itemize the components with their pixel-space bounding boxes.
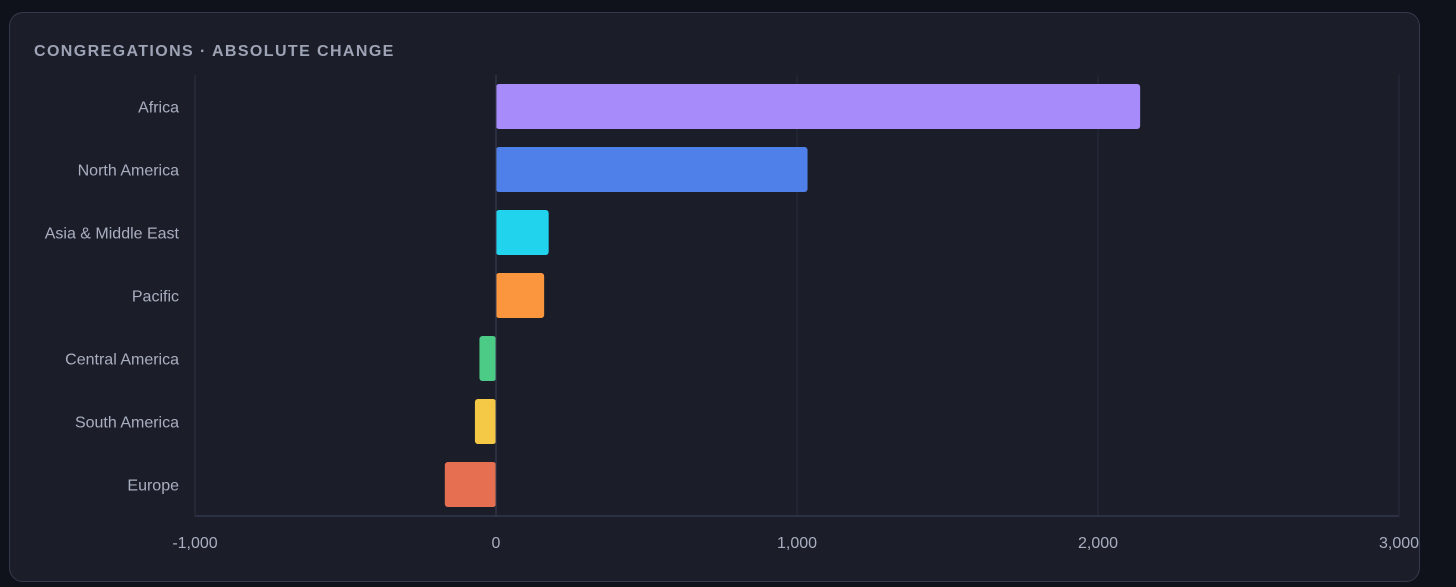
x-tick-label: 3,000 xyxy=(1379,535,1419,552)
grid-lines xyxy=(796,75,1400,516)
bar xyxy=(474,399,496,444)
bars xyxy=(444,75,1141,516)
category-label: Africa xyxy=(138,100,179,117)
category-label: North America xyxy=(78,163,179,180)
x-tick-label: 2,000 xyxy=(1078,535,1118,552)
bar xyxy=(496,210,549,255)
x-tick-label: -1,000 xyxy=(172,535,217,552)
bar xyxy=(496,273,545,318)
category-label: Pacific xyxy=(132,289,179,306)
bar xyxy=(496,84,1141,129)
bar xyxy=(444,462,496,507)
category-label: Central America xyxy=(65,352,179,369)
category-labels: Africa North America Asia & Middle East Pac… xyxy=(45,100,180,495)
bar xyxy=(496,147,808,192)
x-tick-label: 0 xyxy=(492,535,501,552)
category-label: Europe xyxy=(127,478,179,495)
bar xyxy=(479,336,496,381)
x-tick-labels: -1,000 0 1,000 2,000 3,000 xyxy=(172,535,1419,552)
x-tick-label: 1,000 xyxy=(777,535,817,552)
category-label: South America xyxy=(75,415,179,432)
category-label: Asia & Middle East xyxy=(45,226,180,243)
chart-title: CONGREGATIONS · ABSOLUTE CHANGE xyxy=(34,43,395,60)
